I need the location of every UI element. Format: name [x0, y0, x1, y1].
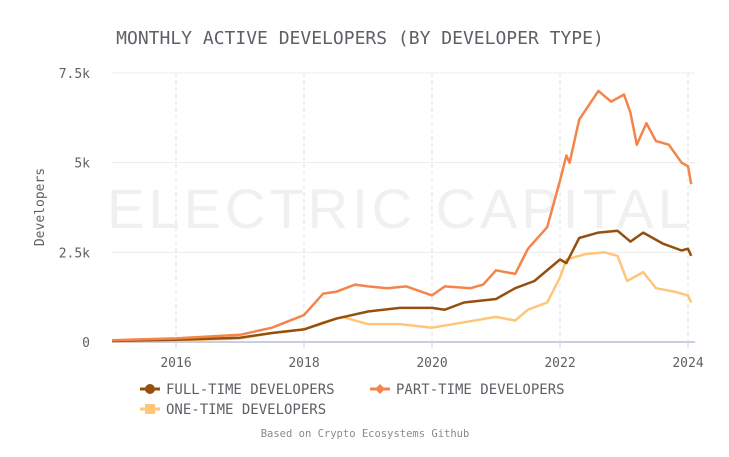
legend-marker-square [145, 404, 155, 414]
watermark: ELECTRIC CAPITAL [107, 177, 693, 240]
y-tick-label: 2.5k [59, 246, 90, 261]
y-axis-label: Developers [33, 168, 48, 246]
x-tick-label: 2020 [416, 356, 447, 371]
source-note: Based on Crypto Ecosystems Github [261, 428, 470, 440]
series-lines [111, 89, 693, 343]
y-tick-label: 7.5k [59, 67, 90, 82]
legend: FULL-TIME DEVELOPERS PART-TIME DEVELOPERS… [140, 382, 565, 418]
x-axis: 2016 2018 2020 2022 2024 [160, 342, 704, 371]
x-tick-label: 2016 [160, 356, 191, 371]
legend-marker-diamond [375, 384, 385, 394]
grid [112, 72, 695, 343]
legend-marker-circle [145, 384, 155, 394]
legend-label: ONE-TIME DEVELOPERS [166, 402, 326, 418]
y-tick-label: 5k [74, 157, 90, 172]
legend-label: FULL-TIME DEVELOPERS [166, 382, 335, 398]
legend-label: PART-TIME DEVELOPERS [396, 382, 565, 398]
chart-title: MONTHLY ACTIVE DEVELOPERS (BY DEVELOPER … [116, 28, 604, 49]
x-tick-label: 2024 [672, 356, 703, 371]
series-line-one-time-developers [111, 251, 693, 343]
series-line-part-time-developers [111, 89, 693, 342]
y-axis: 0 2.5k 5k 7.5k [59, 67, 90, 351]
x-tick-label: 2022 [544, 356, 575, 371]
y-tick-label: 0 [82, 336, 90, 351]
x-tick-label: 2018 [288, 356, 319, 371]
series-line-full-time-developers [111, 229, 693, 343]
